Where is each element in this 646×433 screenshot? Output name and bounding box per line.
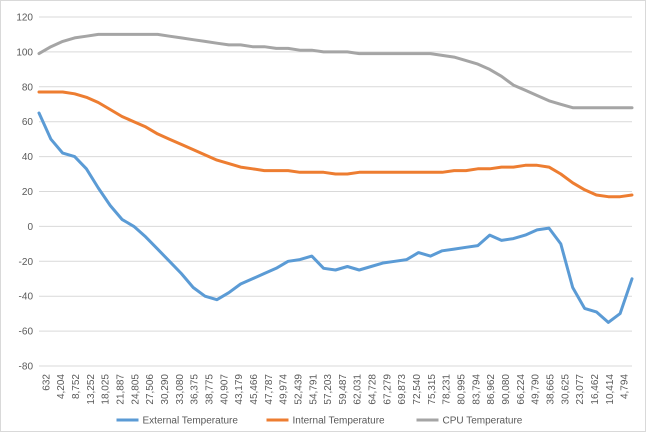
x-tick-label: 90,080 [501,374,512,405]
x-tick-label: 23,077 [575,374,586,405]
y-tick-label: 120 [16,13,33,24]
x-tick-label: 62,031 [353,374,364,405]
y-tick-label: 40 [22,152,34,163]
x-tick-label: 49,790 [531,374,542,405]
legend-label: Internal Temperature [293,416,386,427]
x-tick-label: 64,728 [368,374,379,405]
y-tick-label: 100 [16,47,33,58]
x-tick-label: 632 [41,374,52,391]
x-tick-label: 4,204 [56,374,67,399]
x-tick-label: 30,290 [160,374,171,405]
x-tick-label: 43,179 [234,374,245,405]
x-tick-label: 33,080 [175,374,186,405]
x-tick-label: 40,907 [219,374,230,405]
x-tick-label: 49,974 [279,374,290,405]
y-tick-label: 20 [22,187,34,198]
y-tick-label: -40 [19,292,34,303]
series-line-internal-temperature [37,90,634,199]
y-tick-label: 80 [22,82,34,93]
y-tick-label: 60 [22,117,34,128]
x-tick-label: 67,279 [382,374,393,405]
x-tick-label: 36,375 [190,374,201,405]
legend-label: CPU Temperature [443,416,523,427]
legend-label: External Temperature [143,416,239,427]
x-tick-label: 72,540 [412,374,423,405]
x-tick-label: 66,224 [516,374,527,405]
x-tick-label: 38,665 [545,374,556,405]
series-line-cpu-temperature [37,32,634,110]
x-tick-label: 86,962 [486,374,497,405]
x-tick-label: 52,439 [293,374,304,405]
x-tick-label: 8,752 [71,374,82,399]
x-tick-label: 38,775 [204,374,215,405]
x-tick-label: 45,466 [249,374,260,405]
x-tick-label: 10,414 [605,374,616,405]
x-tick-label: 4,794 [620,374,631,399]
x-tick-label: 69,873 [397,374,408,405]
x-tick-label: 18,025 [101,374,112,405]
y-tick-label: 0 [27,222,33,233]
y-tick-label: -20 [19,257,34,268]
series-line-external-temperature [37,111,634,324]
x-tick-label: 16,462 [590,374,601,405]
x-tick-label: 21,887 [116,374,127,405]
x-tick-label: 83,794 [471,374,482,405]
x-tick-label: 75,315 [427,374,438,405]
x-tick-label: 13,252 [86,374,97,405]
x-tick-label: 47,787 [264,374,275,405]
x-tick-label: 57,203 [323,374,334,405]
x-tick-label: 54,791 [308,374,319,405]
y-tick-label: -80 [19,362,34,373]
x-tick-label: 30,625 [560,374,571,405]
x-tick-label: 78,231 [442,374,453,405]
x-tick-label: 27,506 [145,374,156,405]
y-tick-label: -60 [19,327,34,338]
x-tick-label: 59,487 [338,374,349,405]
x-tick-label: 80,995 [457,374,468,405]
x-tick-label: 24,805 [130,374,141,405]
